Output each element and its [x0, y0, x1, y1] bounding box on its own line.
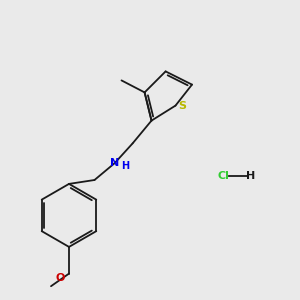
Text: S: S: [178, 100, 186, 111]
Text: N: N: [110, 158, 119, 168]
Text: O: O: [55, 273, 65, 283]
Text: Cl: Cl: [218, 171, 230, 182]
Text: H: H: [246, 171, 255, 182]
Text: H: H: [121, 160, 129, 171]
